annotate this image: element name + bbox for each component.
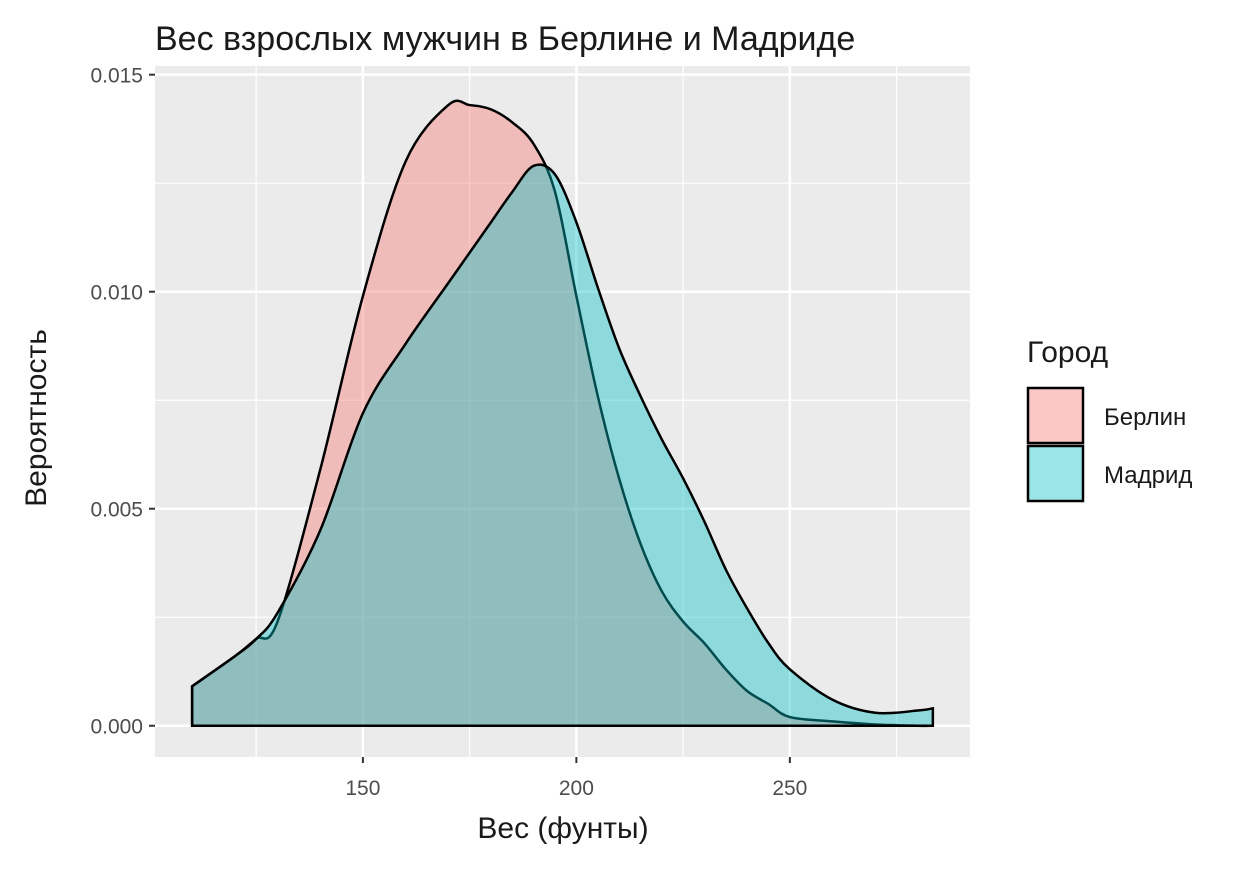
x-axis-title: Вес (фунты) <box>477 812 648 845</box>
y-axis-title: Вероятность <box>20 329 53 507</box>
x-tick-label: 200 <box>559 777 594 800</box>
legend-key <box>1026 444 1085 503</box>
y-tick-label: 0.015 <box>90 65 143 88</box>
chart-title: Вес взрослых мужчин в Берлине и Мадриде <box>155 20 855 58</box>
density-area <box>190 99 933 728</box>
panel <box>155 66 970 757</box>
density-area <box>190 163 935 727</box>
legend-label: Берлин <box>1104 404 1186 431</box>
x-tick-label: 150 <box>345 777 380 800</box>
legend-key <box>1026 386 1085 445</box>
legend-label: Мадрид <box>1104 462 1192 489</box>
y-tick-label: 0.010 <box>90 282 143 305</box>
y-tick-label: 0.005 <box>90 499 143 522</box>
legend-title: Город <box>1027 336 1108 369</box>
y-tick-label: 0.000 <box>90 716 143 739</box>
x-tick-label: 250 <box>772 777 807 800</box>
